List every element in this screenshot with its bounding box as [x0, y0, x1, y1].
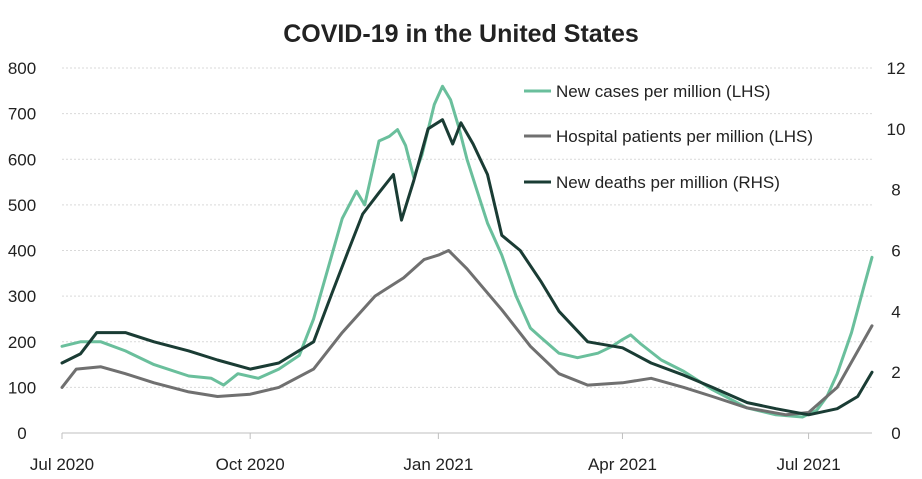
gridlines — [62, 67, 872, 388]
legend-label: Hospital patients per million (LHS) — [556, 127, 813, 146]
chart-title: COVID-19 in the United States — [283, 20, 639, 48]
x-tick-label: Apr 2021 — [588, 455, 657, 474]
y-left-tick-label: 100 — [8, 378, 36, 397]
x-tick-label: Jul 2020 — [30, 455, 94, 474]
series-line-2 — [60, 249, 874, 417]
series-line-1 — [60, 84, 874, 419]
x-tick-label: Jan 2021 — [403, 455, 473, 474]
legend-label: New cases per million (LHS) — [556, 82, 770, 101]
axes: 0 100 200 300 400 500 600 700 800 0 2 4 6 8 10 12 Jul 20… — [8, 59, 906, 474]
y-left-tick-label: 300 — [8, 287, 36, 306]
y-left-tick-label: 400 — [8, 242, 36, 261]
y-right-tick-label: 2 — [891, 363, 900, 382]
y-left-tick-label: 500 — [8, 196, 36, 215]
series-lines — [60, 84, 874, 419]
y-right-tick-label: 4 — [891, 302, 900, 321]
y-right-tick-label: 12 — [887, 59, 906, 78]
y-left-tick-label: 700 — [8, 105, 36, 124]
x-tick-label: Oct 2020 — [216, 455, 285, 474]
legend: New cases per million (LHS) Hospital pati… — [524, 82, 813, 192]
y-left-tick-label: 800 — [8, 59, 36, 78]
y-right-tick-label: 6 — [891, 242, 900, 261]
y-right-tick-label: 10 — [887, 120, 906, 139]
series-line-3 — [60, 118, 874, 417]
x-tick-label: Jul 2021 — [776, 455, 840, 474]
y-left-tick-label: 0 — [17, 424, 26, 443]
y-left-tick-label: 600 — [8, 150, 36, 169]
legend-label: New deaths per million (RHS) — [556, 173, 780, 192]
y-right-tick-label: 8 — [891, 181, 900, 200]
y-left-tick-label: 200 — [8, 333, 36, 352]
y-right-tick-label: 0 — [891, 424, 900, 443]
